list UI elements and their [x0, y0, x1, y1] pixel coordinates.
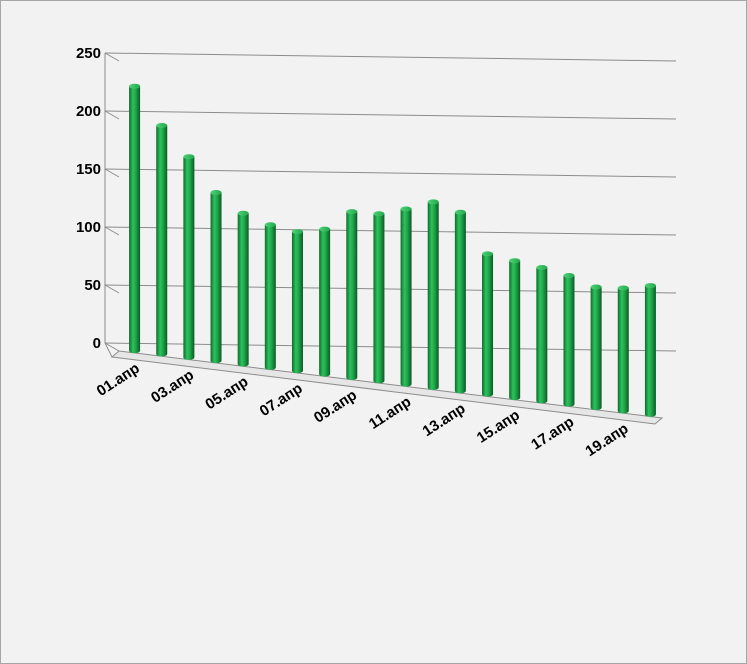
- side-gridline-50: [104, 284, 120, 294]
- bar-05.апр: [237, 210, 249, 367]
- side-gridline-150: [104, 168, 120, 178]
- bar-body: [536, 267, 548, 404]
- bar-body: [373, 213, 385, 384]
- chart-floor: [110, 350, 664, 425]
- floor-left-edge: [104, 342, 113, 358]
- bar-body: [509, 260, 521, 401]
- bar-cap: [400, 206, 412, 212]
- bar-cap: [509, 258, 521, 264]
- bar-02.апр: [156, 123, 168, 357]
- side-gridline-0: [104, 342, 120, 352]
- bar-14.апр: [482, 251, 494, 397]
- side-gridline-100: [104, 226, 120, 236]
- bar-cap: [129, 83, 141, 89]
- y-tick-label: 50: [84, 277, 101, 294]
- bar-body: [129, 86, 141, 354]
- bar-cap: [454, 209, 466, 215]
- y-tick-label: 0: [93, 335, 101, 352]
- y-tick-label: 100: [76, 219, 101, 236]
- bar-07.апр: [291, 229, 303, 374]
- bar-cap: [183, 154, 195, 160]
- bar-body: [454, 212, 466, 394]
- bar-body: [563, 275, 575, 407]
- bar-body: [319, 229, 331, 377]
- bar-08.апр: [319, 226, 331, 377]
- bar-body: [400, 209, 412, 387]
- x-tick-label: 03.апр: [148, 366, 197, 406]
- x-tick-label: 11.апр: [366, 393, 414, 433]
- bar-cap: [346, 209, 358, 215]
- x-tick-label: 07.апр: [257, 380, 306, 420]
- bar-11.апр: [400, 206, 412, 387]
- bar-cap: [291, 229, 303, 235]
- bar-cap: [373, 211, 385, 217]
- bar-18.апр: [590, 284, 602, 411]
- bar-body: [427, 201, 439, 391]
- bar-cap: [617, 285, 629, 291]
- bar-12.апр: [427, 199, 439, 391]
- bar-cap: [563, 273, 575, 279]
- bar-cap: [264, 222, 276, 228]
- x-tick-label: 13.апр: [420, 400, 469, 440]
- y-tick-label: 250: [76, 45, 101, 62]
- gridline-250: [104, 52, 677, 62]
- bar-cap: [237, 210, 249, 216]
- bar-cap: [319, 226, 331, 232]
- bar-body: [156, 125, 168, 357]
- bar-01.апр: [129, 83, 141, 354]
- x-tick-label: 05.апр: [202, 373, 251, 413]
- x-tick-label: 09.апр: [311, 387, 360, 427]
- y-tick-label: 150: [76, 161, 101, 178]
- bar-04.апр: [210, 190, 222, 364]
- bar-body: [183, 156, 195, 360]
- bar-09.апр: [346, 209, 358, 380]
- x-tick-label: 19.апр: [582, 420, 631, 460]
- side-gridline-250: [104, 52, 120, 62]
- side-gridline-200: [104, 110, 120, 120]
- bar-cap: [156, 123, 168, 129]
- bar-06.апр: [264, 222, 276, 370]
- bar-cap: [536, 265, 548, 271]
- bar-19.апр: [617, 285, 629, 414]
- bar-body: [617, 288, 629, 414]
- bar-cap: [590, 284, 602, 290]
- bar-body: [237, 213, 249, 367]
- bar-cap: [644, 283, 656, 289]
- x-tick-label: 17.апр: [528, 413, 577, 453]
- bar-body: [346, 211, 358, 380]
- gridline-0: [104, 342, 677, 352]
- bar-body: [482, 253, 494, 397]
- y-tick-label: 200: [76, 103, 101, 120]
- bar-body: [264, 224, 276, 370]
- bar-03.апр: [183, 154, 195, 360]
- bar-cap: [482, 251, 494, 257]
- bar-16.апр: [536, 265, 548, 404]
- bar-10.апр: [373, 211, 385, 384]
- bar-20.апр: [644, 283, 656, 417]
- gridline-50: [104, 284, 677, 294]
- bar-body: [590, 286, 602, 411]
- x-tick-label: 15.апр: [474, 407, 523, 447]
- gridline-100: [104, 226, 677, 236]
- bar-cap: [210, 190, 222, 196]
- bar-body: [644, 285, 656, 417]
- x-tick-label: 01.апр: [94, 360, 143, 400]
- bar-cap: [427, 199, 439, 205]
- gridline-150: [104, 168, 677, 178]
- bar-15.апр: [509, 258, 521, 401]
- gridline-200: [104, 110, 677, 120]
- bar-body: [210, 192, 222, 364]
- bar-13.апр: [454, 209, 466, 394]
- bar-17.апр: [563, 273, 575, 407]
- bar-body: [291, 231, 303, 374]
